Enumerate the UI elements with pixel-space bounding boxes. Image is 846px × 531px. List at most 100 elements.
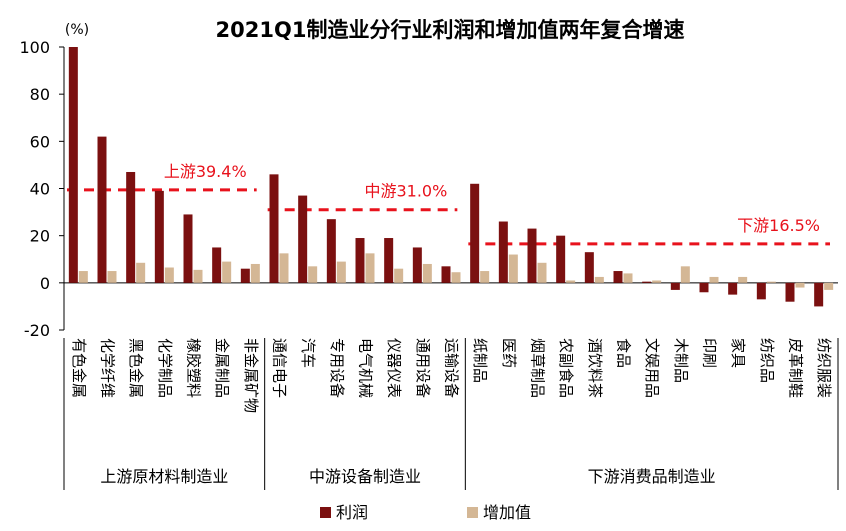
bar-增加值-印刷 [709,276,719,283]
y-tick-label: 100 [19,38,50,57]
x-label: 化学制品 [156,338,174,398]
x-label: 文娱用品 [643,338,661,398]
bar-增加值-皮革制鞋 [795,282,805,288]
bar-利润-纺织服装 [814,282,824,307]
bars [68,47,834,307]
bar-增加值-汽车 [308,266,318,283]
bar-利润-通信电子 [269,174,279,283]
x-label: 运输设备 [443,338,461,398]
x-label: 纸制品 [471,338,489,383]
x-label: 医药 [500,338,518,368]
x-label: 汽车 [299,338,317,368]
legend: 利润 增加值 [320,503,531,522]
bar-增加值-通用设备 [422,263,432,283]
bar-增加值-黑色金属 [136,262,146,283]
bar-增加值-运输设备 [451,272,461,283]
x-label: 金属制品 [213,338,231,398]
bar-增加值-非金属矿物 [250,263,260,283]
bar-利润-医药 [498,221,508,283]
bar-利润-纺织品 [756,282,766,300]
group-labels: 上游原材料制造业 中游设备制造业 下游消费品制造业 [63,338,839,490]
x-label: 化学纤维 [99,338,117,398]
bar-增加值-文娱用品 [652,280,662,283]
bar-利润-非金属矿物 [240,268,250,283]
bar-利润-电气机械 [355,238,365,283]
average-lines: 上游39.4% 中游31.0% 下游16.5% [67,162,830,246]
x-label: 烟草制品 [529,338,547,398]
x-label: 酒饮料茶 [586,338,604,398]
x-label: 印刷 [701,338,719,368]
x-label: 黑色金属 [127,338,145,398]
bar-利润-黑色金属 [126,171,136,283]
x-label: 纺织品 [758,338,776,383]
y-tick-label: 40 [30,180,50,199]
bar-利润-化学制品 [154,190,164,283]
y-unit-label: (%) [65,22,89,38]
bar-增加值-有色金属 [78,271,88,283]
x-label: 电气机械 [357,338,375,398]
bar-增加值-酒饮料茶 [594,276,604,283]
x-label: 有色金属 [70,338,88,398]
bar-利润-木制品 [670,282,680,290]
bar-利润-有色金属 [68,47,78,283]
bar-利润-食品 [613,271,623,283]
legend-swatch-1 [467,507,478,518]
x-label: 纺织服装 [815,338,833,398]
x-label: 橡胶塑料 [185,338,203,398]
y-tick-label: -20 [24,321,50,340]
x-label: 皮革制鞋 [787,338,805,398]
bar-增加值-化学制品 [164,267,174,283]
chart-title: 2021Q1制造业分行业利润和增加值两年复合增速 [216,18,685,42]
bar-增加值-仪器仪表 [394,268,404,283]
bar-增加值-化学纤维 [107,271,117,283]
y-tick-label: 20 [30,227,50,246]
bar-增加值-食品 [623,273,633,283]
avg-label-1: 中游31.0% [364,182,447,201]
legend-label-1: 增加值 [483,503,531,522]
y-tick-label: 60 [30,132,50,151]
bar-利润-金属制品 [212,247,222,283]
group-label-1: 中游设备制造业 [309,467,421,486]
bar-增加值-纺织品 [766,281,776,283]
bar-利润-酒饮料茶 [584,252,594,283]
x-label: 通用设备 [414,338,432,398]
x-label: 家具 [729,338,747,368]
bar-利润-烟草制品 [527,228,537,283]
bar-增加值-金属制品 [222,261,232,283]
bar-增加值-家具 [738,276,748,283]
bar-利润-文娱用品 [642,281,652,283]
x-label: 仪器仪表 [385,338,403,398]
x-label: 非金属矿物 [242,338,260,413]
x-label: 农副食品 [557,338,575,398]
bar-增加值-烟草制品 [537,262,547,283]
bar-利润-专用设备 [326,219,336,283]
bar-利润-农副食品 [556,235,566,283]
bar-利润-皮革制鞋 [785,282,795,302]
bar-增加值-电气机械 [365,253,375,283]
avg-label-0: 上游39.4% [164,162,247,181]
legend-swatch-0 [320,507,331,518]
bar-利润-通用设备 [412,247,422,283]
y-tick-label: 80 [30,85,50,104]
bar-利润-家具 [728,282,738,295]
bar-增加值-橡胶塑料 [193,269,203,283]
bar-利润-化学纤维 [97,136,107,283]
bar-利润-印刷 [699,282,709,293]
bar-增加值-纺织服装 [824,282,834,290]
bar-利润-运输设备 [441,266,451,283]
bar-增加值-木制品 [680,266,690,283]
y-axis: -20 0 20 40 60 80 100 [19,38,838,340]
x-label: 木制品 [672,338,690,383]
group-label-2: 下游消费品制造业 [588,467,716,486]
avg-label-2: 下游16.5% [737,216,820,235]
bar-增加值-纸制品 [480,271,490,283]
bar-利润-橡胶塑料 [183,214,193,283]
x-label: 通信电子 [271,338,289,398]
group-label-0: 上游原材料制造业 [100,467,228,486]
x-label: 专用设备 [328,338,346,398]
bar-增加值-专用设备 [336,261,346,283]
bar-增加值-通信电子 [279,253,289,283]
bar-增加值-农副食品 [566,280,576,283]
y-tick-label: 0 [40,274,50,293]
